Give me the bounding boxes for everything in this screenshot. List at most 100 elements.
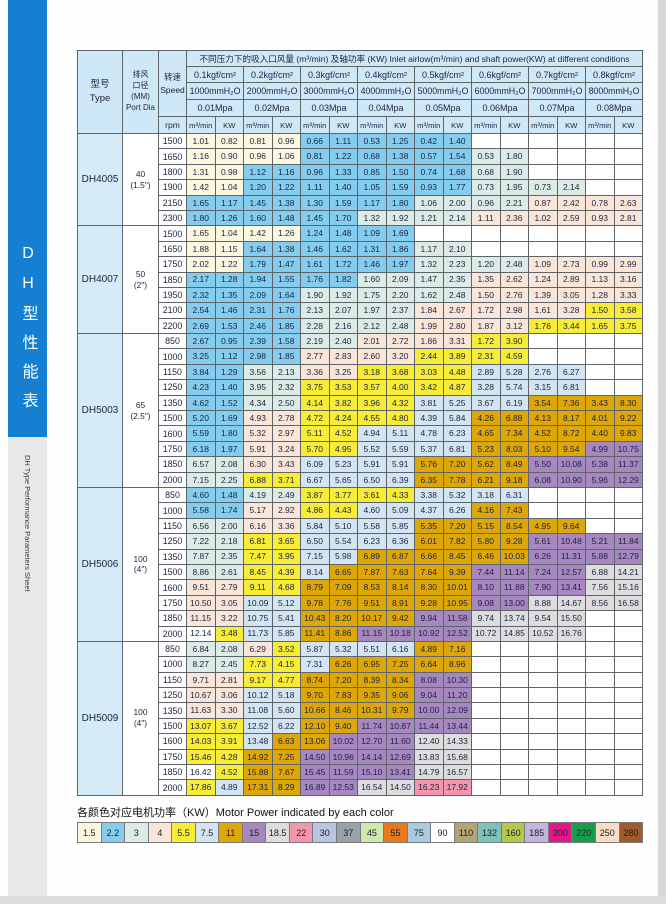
value-cell: 2.73 <box>556 256 586 273</box>
value-cell: 1.47 <box>414 271 444 288</box>
value-cell: 10.50 <box>186 594 216 612</box>
value-cell: 7.15 <box>300 548 330 565</box>
value-cell: 2.62 <box>499 271 529 288</box>
value-cell <box>528 702 558 719</box>
value-cell: 11.84 <box>613 533 643 550</box>
value-cell: 9.94 <box>414 610 444 627</box>
value-cell: 3.43 <box>271 456 301 473</box>
value-cell: 9.51 <box>186 579 216 596</box>
value-cell: 9.70 <box>300 687 330 704</box>
value-cell: 2.23 <box>442 256 472 273</box>
value-cell: 4.65 <box>471 425 501 442</box>
value-cell: 1.48 <box>271 209 301 227</box>
value-cell: 16.57 <box>442 764 472 781</box>
value-cell: 11.14 <box>499 563 529 581</box>
value-cell: 7.31 <box>300 656 330 673</box>
value-cell: 0.96 <box>471 194 501 211</box>
legend-item: 250 <box>596 822 620 843</box>
value-cell: 12.09 <box>442 702 472 719</box>
value-cell: 6.31 <box>499 486 529 504</box>
header-unit-flow: m³/min <box>528 116 558 134</box>
table-row: 1000 8.27 2.45 7.73 4.15 7.31 6.26 6.95 7.25 6.64… <box>78 656 643 673</box>
value-cell: 2.00 <box>214 517 244 535</box>
value-cell: 7.25 <box>271 748 301 766</box>
rpm-cell: 1500 <box>158 410 187 427</box>
value-cell: 6.16 <box>243 517 273 535</box>
value-cell <box>613 625 643 642</box>
table-row: 2200 2.69 1.53 2.46 1.85 2.28 2.16 2.12 2.48 1.99… <box>78 317 643 335</box>
table-row: 1850 6.57 2.08 6.30 3.43 6.09 5.23 5.91 5.91 5.76… <box>78 456 643 473</box>
value-cell: 7.20 <box>442 456 472 473</box>
header-mpa: 0.02Mpa <box>243 99 301 117</box>
value-cell: 11.58 <box>442 610 472 627</box>
value-cell: 3.16 <box>613 271 643 288</box>
value-cell: 5.54 <box>328 533 358 550</box>
value-cell: 14.79 <box>414 764 444 781</box>
value-cell: 6.87 <box>385 548 415 565</box>
rpm-cell: 1750 <box>158 748 187 766</box>
value-cell: 10.17 <box>357 610 387 627</box>
value-cell: 2.42 <box>556 194 586 211</box>
value-cell: 2.17 <box>186 271 216 288</box>
value-cell: 6.16 <box>385 640 415 658</box>
value-cell: 5.76 <box>414 456 444 473</box>
rpm-cell: 1350 <box>158 394 187 412</box>
value-cell: 1.85 <box>271 317 301 335</box>
value-cell: 2.76 <box>528 363 558 381</box>
value-cell: 5.09 <box>385 502 415 519</box>
value-cell <box>585 240 615 258</box>
value-cell: 2.79 <box>214 579 244 596</box>
sheet: 型号 Type 排风 口径 (MM) Port Dia 转速 Speed 不同压力下的吸入口风量… <box>77 50 643 796</box>
value-cell: 2.54 <box>186 302 216 319</box>
value-cell: 7.34 <box>499 425 529 442</box>
value-cell: 1.86 <box>414 333 444 350</box>
table-row: 1350 7.87 2.35 7.47 3.95 7.15 5.98 6.89 6.87 6.66… <box>78 548 643 565</box>
value-cell <box>471 779 501 796</box>
value-cell: 5.50 <box>528 456 558 473</box>
value-cell: 2.77 <box>300 348 330 365</box>
value-cell: 8.14 <box>300 563 330 581</box>
table-row: 1150 6.56 2.00 6.16 3.36 5.84 5.10 5.58 5.85 5.35… <box>78 517 643 535</box>
value-cell: 3.58 <box>613 302 643 319</box>
value-cell: 1.90 <box>300 286 330 304</box>
header-mmh2o: 3000mmH₂O <box>300 82 358 100</box>
rpm-cell: 1850 <box>158 456 187 473</box>
value-cell: 12.69 <box>385 748 415 766</box>
value-cell: 2.60 <box>357 348 387 365</box>
value-cell: 5.11 <box>300 425 330 442</box>
value-cell: 1.40 <box>214 379 244 396</box>
value-cell: 2.44 <box>414 348 444 365</box>
value-cell: 1.46 <box>214 302 244 319</box>
value-cell: 3.28 <box>471 379 501 396</box>
value-cell: 4.32 <box>385 394 415 412</box>
value-cell: 1.65 <box>186 225 216 242</box>
value-cell: 15.45 <box>300 764 330 781</box>
table-row: 1650 1.16 0.90 0.96 1.06 0.81 1.22 0.68 1.38 0.57… <box>78 148 643 165</box>
port-dia-cell: 40 (1.5") <box>122 132 159 227</box>
value-cell: 13.41 <box>385 764 415 781</box>
value-cell <box>499 717 529 735</box>
value-cell: 12.14 <box>186 625 216 642</box>
value-cell: 6.08 <box>528 471 558 488</box>
value-cell: 15.10 <box>357 764 387 781</box>
table-row: 1600 14.03 3.91 13.48 6.63 13.06 10.02 12.70 11.… <box>78 733 643 750</box>
value-cell: 7.87 <box>357 563 387 581</box>
table-row: 1150 9.71 2.81 9.17 4.77 8.74 7.20 8.39 8.34 8.08… <box>78 671 643 689</box>
value-cell: 10.66 <box>300 702 330 719</box>
value-cell <box>585 225 615 242</box>
value-cell: 6.19 <box>499 394 529 412</box>
value-cell: 4.60 <box>357 502 387 519</box>
value-cell: 3.71 <box>271 471 301 488</box>
value-cell <box>585 625 615 642</box>
value-cell: 4.72 <box>300 410 330 427</box>
value-cell <box>499 225 529 242</box>
table-row: 1600 9.51 2.79 9.11 4.68 8.79 7.09 8.53 8.14 8.30… <box>78 579 643 596</box>
value-cell: 2.09 <box>385 271 415 288</box>
value-cell <box>556 502 586 519</box>
value-cell: 14.50 <box>385 779 415 796</box>
value-cell: 5.59 <box>186 425 216 442</box>
rpm-cell: 1250 <box>158 379 187 396</box>
header-unit-power: KW <box>442 116 472 134</box>
value-cell: 11.41 <box>300 625 330 642</box>
rpm-cell: 1500 <box>158 132 187 150</box>
